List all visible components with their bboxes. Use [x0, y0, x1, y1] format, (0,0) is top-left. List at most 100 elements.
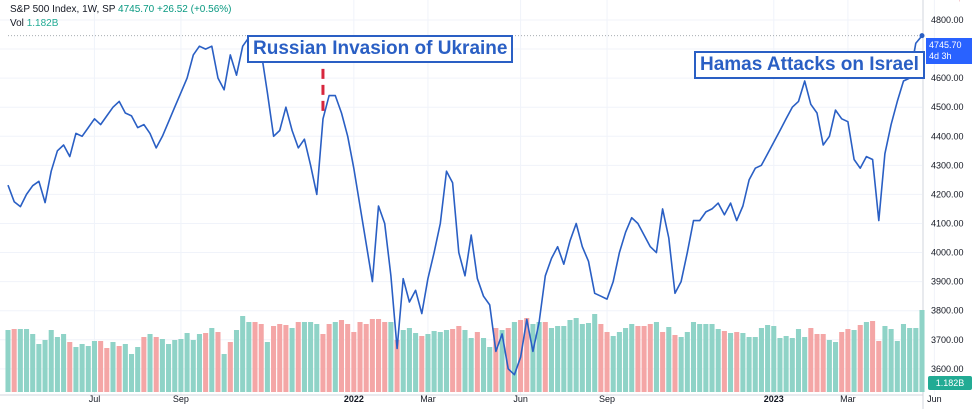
- volume-bar: [400, 330, 406, 392]
- last-price: 4745.70: [118, 4, 155, 15]
- volume-bar: [573, 318, 579, 392]
- x-tick-label: Jun: [927, 394, 942, 404]
- volume-bar: [777, 338, 783, 392]
- volume-bar: [833, 342, 839, 392]
- annotation-hamas: Hamas Attacks on Israel: [694, 51, 925, 79]
- volume-bar: [635, 326, 641, 392]
- chart-header-line: S&P 500 Index, 1W, SP 4745.70 +26.52 (+0…: [10, 4, 231, 15]
- volume-bar: [338, 320, 345, 392]
- volume-bar: [616, 332, 622, 392]
- volume-bar: [159, 339, 165, 392]
- volume-bar: [907, 328, 913, 392]
- volume-bar: [536, 322, 542, 392]
- volume-bar: [295, 322, 301, 392]
- volume-bar: [388, 322, 394, 392]
- volume-bar: [660, 332, 666, 392]
- volume-bar: [369, 319, 375, 392]
- volume-bar: [320, 334, 326, 392]
- volume-bar: [116, 346, 122, 392]
- volume-bar: [54, 337, 60, 392]
- volume-bar: [789, 338, 795, 392]
- price-badge-countdown: 4d 3h: [929, 51, 952, 61]
- volume-bar: [178, 339, 184, 392]
- volume-bar: [283, 325, 289, 392]
- volume-bar: [17, 329, 23, 392]
- volume-bar: [511, 322, 517, 392]
- volume-bar: [678, 337, 684, 392]
- volume-bar: [672, 335, 678, 392]
- volume-header-line: Vol 1.182B: [10, 18, 58, 29]
- y-tick-label: 3800.00: [931, 306, 964, 316]
- volume-bar: [567, 320, 573, 392]
- volume-bar: [104, 348, 110, 392]
- volume-bar: [548, 328, 554, 392]
- volume-bar: [406, 328, 412, 392]
- volume-bar: [900, 324, 907, 392]
- volume-bar: [610, 336, 616, 392]
- y-tick-label: 4400.00: [931, 131, 964, 141]
- volume-bar: [36, 344, 42, 392]
- volume-bar: [468, 338, 474, 392]
- volume-bar: [437, 332, 443, 392]
- y-tick-label: 4000.00: [931, 248, 964, 258]
- volume-bar: [221, 354, 227, 392]
- volume-badge: 1.182B: [928, 376, 972, 390]
- volume-bar: [814, 334, 820, 392]
- volume-bar: [73, 347, 79, 392]
- volume-bar: [728, 333, 734, 392]
- volume-bar: [802, 337, 808, 392]
- volume-bar: [666, 327, 672, 392]
- volume-bar: [252, 322, 258, 392]
- volume-bar: [301, 322, 307, 392]
- y-tick-label: 4600.00: [931, 73, 964, 83]
- volume-bar: [641, 326, 647, 392]
- volume-bar: [647, 324, 653, 392]
- volume-bar: [851, 330, 857, 392]
- volume-bar: [277, 324, 283, 392]
- price-change: +26.52 (+0.56%): [156, 4, 232, 15]
- volume-bar: [734, 332, 740, 392]
- volume-bar: [425, 334, 431, 392]
- volume-bar: [653, 322, 659, 392]
- volume-bar: [882, 326, 888, 392]
- volume-bar: [308, 322, 314, 392]
- volume-bar: [629, 324, 635, 392]
- volume-bar: [752, 337, 758, 392]
- volume-bar: [326, 324, 332, 392]
- volume-bar: [703, 324, 709, 392]
- volume-bar: [264, 342, 270, 392]
- x-tick-label: 2023: [764, 394, 784, 404]
- volume-bar: [863, 322, 869, 392]
- volume-bar: [623, 328, 629, 392]
- volume-bar: [42, 340, 48, 392]
- volume-bar: [450, 329, 456, 392]
- volume-bar: [555, 326, 561, 392]
- x-tick-label: Jul: [89, 394, 101, 404]
- volume-bar: [456, 326, 462, 392]
- volume-bar: [530, 324, 536, 392]
- volume-bar: [499, 330, 505, 392]
- volume-bar: [462, 330, 468, 392]
- volume-bar: [919, 310, 925, 392]
- volume-bar: [128, 354, 135, 392]
- volume-bar: [110, 342, 116, 392]
- volume-bar: [561, 326, 567, 392]
- volume-bar: [258, 324, 264, 392]
- volume-bar: [141, 337, 147, 392]
- y-tick-label: 4800.00: [931, 15, 964, 25]
- volume-bar: [740, 333, 746, 392]
- volume-bar: [166, 344, 172, 392]
- x-tick-label: Mar: [840, 394, 856, 404]
- volume-bar: [332, 322, 338, 392]
- y-tick-label: 4300.00: [931, 160, 964, 170]
- volume-bar: [382, 322, 388, 392]
- volume-bar: [345, 324, 351, 392]
- x-tick-label: Sep: [173, 394, 189, 404]
- volume-bar: [795, 329, 802, 392]
- volume-bar: [48, 330, 54, 392]
- volume-bar: [11, 329, 17, 392]
- volume-bar: [585, 323, 592, 392]
- volume-bar: [271, 326, 277, 392]
